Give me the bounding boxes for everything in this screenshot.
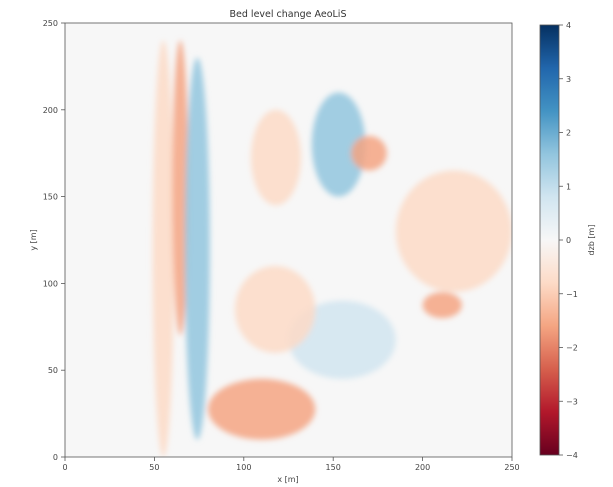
y-tick-label: 0 xyxy=(53,453,58,462)
colorbar-tick-label: 0 xyxy=(566,236,571,245)
heatmap-patch xyxy=(152,40,175,457)
colorbar-tick-label: 3 xyxy=(566,75,571,84)
x-tick-label: 250 xyxy=(504,463,519,472)
colorbar-tick-label: 1 xyxy=(566,182,571,191)
heatmap-patch xyxy=(208,378,316,440)
heatmap-patch xyxy=(288,300,396,379)
heatmap-patch xyxy=(395,170,512,293)
chart-title: Bed level change AeoLiS xyxy=(230,9,347,20)
y-axis-label: y [m] xyxy=(29,229,38,250)
y-tick-label: 50 xyxy=(48,366,58,375)
heatmap-patch xyxy=(250,109,302,206)
colorbar: −4 −3 −2 −1 0 1 2 3 4 dzb [m] xyxy=(539,21,596,460)
colorbar-tick-label: −4 xyxy=(566,451,578,460)
colorbar-tick-label: −3 xyxy=(566,397,578,406)
heatmap-layer xyxy=(152,40,512,457)
plot-area: 0 50 100 150 200 250 0 50 100 150 200 250 xyxy=(43,19,520,472)
y-axis-ticks: 0 50 100 150 200 250 xyxy=(43,19,65,462)
heatmap-patch xyxy=(234,266,316,353)
y-tick-label: 200 xyxy=(43,106,58,115)
y-tick-label: 100 xyxy=(43,279,58,288)
x-axis-ticks: 0 50 100 150 200 250 xyxy=(62,457,520,472)
x-tick-label: 50 xyxy=(149,463,159,472)
x-tick-label: 100 xyxy=(236,463,251,472)
heatmap-patch xyxy=(351,135,387,171)
heatmap-patch xyxy=(422,292,462,319)
colorbar-ticks: −4 −3 −2 −1 0 1 2 3 4 xyxy=(559,21,578,460)
colorbar-tick-label: −2 xyxy=(566,344,578,353)
x-tick-label: 150 xyxy=(326,463,341,472)
x-tick-label: 0 xyxy=(62,463,67,472)
heatmap-patch xyxy=(172,40,189,336)
x-tick-label: 200 xyxy=(415,463,430,472)
x-axis-label: x [m] xyxy=(277,475,298,484)
colorbar-tick-label: 4 xyxy=(566,21,571,30)
plot-frame xyxy=(64,22,513,458)
y-tick-label: 250 xyxy=(43,19,58,28)
colorbar-label: dzb [m] xyxy=(587,225,596,256)
y-tick-label: 150 xyxy=(43,193,58,202)
colorbar-gradient xyxy=(539,24,560,456)
heatmap-patch xyxy=(311,92,366,197)
colorbar-tick-label: −1 xyxy=(566,290,578,299)
colorbar-tick-label: 2 xyxy=(566,129,571,138)
heatmap-patch xyxy=(184,57,210,440)
